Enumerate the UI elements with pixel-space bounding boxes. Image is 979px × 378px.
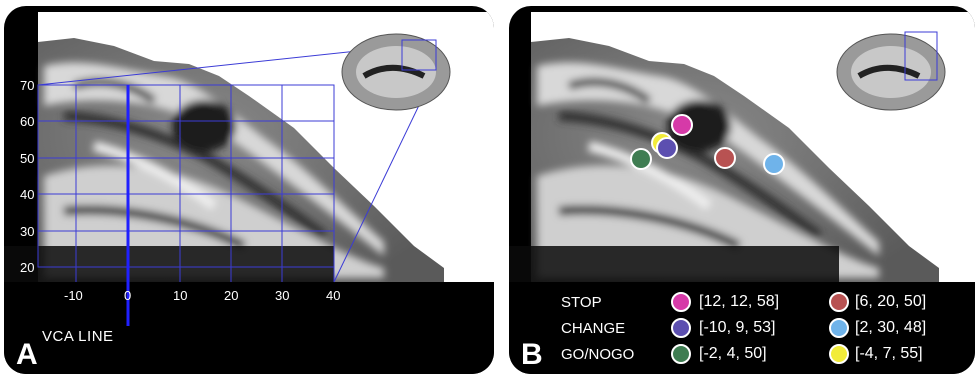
legend-coord: [12, 12, 58] (699, 293, 780, 310)
x-tick: 30 (275, 288, 290, 303)
brain-thumbnail-b (836, 31, 946, 111)
marker-stop-2 (714, 147, 736, 169)
vca-line-label: VCA LINE (42, 328, 114, 345)
panel-a: 70 60 50 40 30 20 -10 0 10 20 30 40 VCA … (4, 6, 494, 374)
x-tick: 0 (124, 288, 132, 303)
legend-task-change: CHANGE (561, 320, 626, 337)
legend-dot (671, 318, 691, 338)
legend-task-go-nogo: GO/NOGO (561, 346, 635, 363)
legend-coord: [-10, 9, 53] (699, 319, 776, 336)
x-tick: 40 (326, 288, 341, 303)
x-tick: 10 (173, 288, 188, 303)
marker-change-1 (656, 137, 678, 159)
panel-letter-b: B (521, 338, 543, 371)
mri-sagittal-slice-b (509, 12, 975, 374)
y-tick: 50 (20, 151, 35, 166)
brain-thumbnail-a (341, 33, 451, 111)
legend-coord: [6, 20, 50] (855, 293, 927, 310)
y-tick: 60 (20, 114, 35, 129)
y-tick: 20 (20, 260, 35, 275)
y-tick: 40 (20, 187, 35, 202)
legend-task-stop: STOP (561, 294, 602, 311)
mri-sagittal-slice-a (4, 12, 494, 374)
legend-dot (829, 292, 849, 312)
y-tick: 30 (20, 224, 35, 239)
x-tick: 20 (224, 288, 239, 303)
panel-b: STOP CHANGE GO/NOGO [12, 12, 58] [6, 20,… (509, 6, 975, 374)
panel-letter-a: A (16, 338, 38, 371)
legend-coord: [-2, 4, 50] (699, 345, 767, 362)
marker-go-nogo-1 (630, 148, 652, 170)
marker-change-2 (763, 153, 785, 175)
legend-dot (829, 318, 849, 338)
marker-stop-1 (671, 114, 693, 136)
x-tick: -10 (64, 288, 83, 303)
legend-dot (671, 344, 691, 364)
legend-dot (671, 292, 691, 312)
y-tick: 70 (20, 78, 35, 93)
legend-coord: [2, 30, 48] (855, 319, 927, 336)
legend-dot (829, 344, 849, 364)
legend-coord: [-4, 7, 55] (855, 345, 923, 362)
